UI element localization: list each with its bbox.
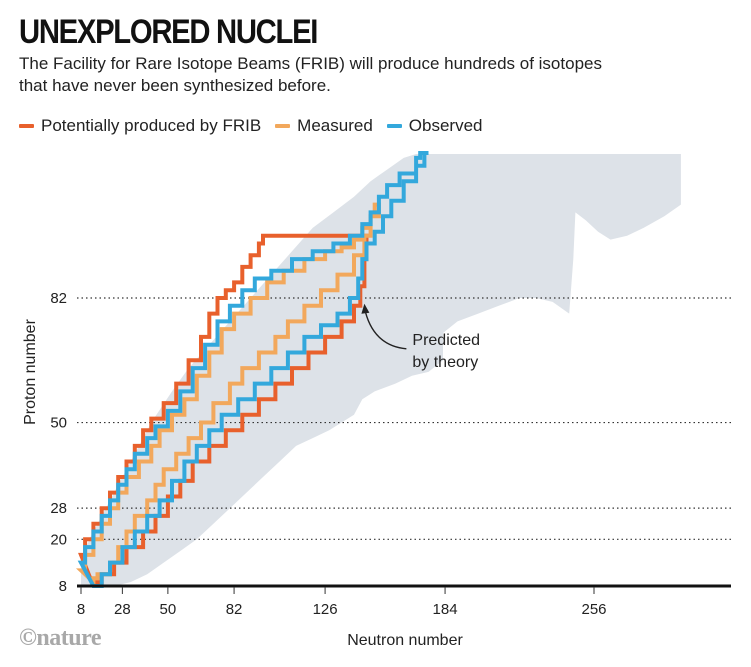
axes-layer: 8 28 50 82 126 184 256 8 20 28 50 82 — [50, 290, 731, 618]
legend-label-frib: Potentially produced by FRIB — [41, 116, 262, 135]
predicted-region-layer — [81, 154, 681, 586]
y-axis-title: Proton number — [22, 318, 39, 425]
legend-label-measured: Measured — [297, 116, 373, 135]
x-tick-label: 126 — [313, 601, 338, 618]
y-tick-label: 20 — [50, 531, 67, 548]
annotation-layer: Predicted by theory — [361, 303, 480, 371]
x-tick-label: 256 — [581, 601, 606, 618]
y-tick-label: 82 — [50, 290, 67, 307]
x-axis-title: Neutron number — [347, 632, 463, 649]
y-tick-label: 8 — [59, 578, 67, 595]
annotation-text-line2: by theory — [412, 354, 478, 371]
predicted-region — [81, 154, 681, 586]
gridlines-layer — [77, 297, 731, 540]
series-outline-measured — [75, 202, 381, 587]
chart-title: UNEXPLORED NUCLEI — [19, 13, 318, 51]
x-tick-label: 50 — [160, 601, 177, 618]
y-tick-label: 50 — [50, 415, 67, 432]
legend: Potentially produced by FRIB Measured Ob… — [19, 116, 496, 136]
y-tick-label: 28 — [50, 500, 67, 517]
annotation-text-line1: Predicted — [412, 332, 480, 349]
x-tick-label: 28 — [114, 601, 131, 618]
nature-logo: ©nature — [19, 625, 102, 651]
legend-item-observed: Observed — [386, 116, 483, 136]
chart-subtitle: The Facility for Rare Isotope Beams (FRI… — [19, 54, 602, 95]
legend-item-frib: Potentially produced by FRIB — [19, 116, 261, 136]
legend-swatch-measured — [275, 124, 291, 128]
legend-swatch-observed — [386, 124, 402, 128]
legend-label-observed: Observed — [408, 116, 483, 135]
series-layer — [75, 151, 429, 588]
series-outline-observed — [77, 151, 429, 588]
annotation-arrowhead-icon — [361, 303, 370, 314]
x-tick-label: 82 — [226, 601, 243, 618]
legend-item-measured: Measured — [275, 116, 373, 136]
annotation-arrow — [364, 311, 407, 350]
x-tick-label: 184 — [433, 601, 458, 618]
legend-swatch-frib — [19, 124, 34, 128]
x-tick-label: 8 — [77, 601, 85, 618]
